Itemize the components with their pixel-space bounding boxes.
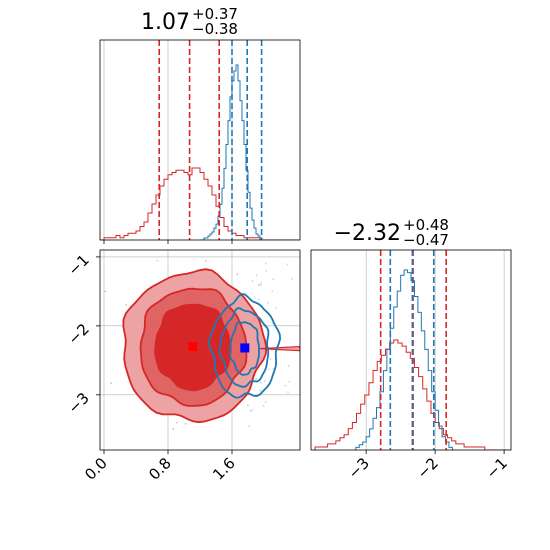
- blue-sample-point: [259, 389, 262, 392]
- blue-sample-point: [267, 368, 270, 371]
- red-sample-point: [258, 284, 260, 286]
- red-sample-point: [93, 380, 95, 382]
- red-sample-point: [156, 259, 159, 262]
- blue-sample-point: [267, 301, 270, 304]
- panel-bottom-left-contour: 0.0 0.8 1.6 −1 −2 −3: [64, 237, 340, 484]
- blue-histogram: [200, 64, 264, 240]
- blue-contour-0: [229, 321, 260, 376]
- red-sample-point: [110, 382, 112, 384]
- blue-sample-point: [253, 296, 256, 299]
- blue-sample-point: [272, 368, 275, 370]
- blue-contour-1: [218, 307, 270, 388]
- frame-top-left: [99, 39, 301, 241]
- frame-bottom-left: [99, 249, 301, 451]
- blue-sample-point: [251, 409, 254, 412]
- red-sample-point: [247, 404, 249, 407]
- contour-area: [93, 237, 340, 463]
- tick-label-x-0: 0.0: [81, 454, 111, 484]
- blue-sample-point: [269, 358, 272, 360]
- red-sample-point: [204, 259, 207, 262]
- blue-sample-point: [263, 380, 266, 382]
- blue-sample-point: [264, 262, 267, 265]
- blue-sample-point: [304, 297, 306, 299]
- blue-sample-point: [271, 290, 274, 293]
- red-contour-tail: [259, 345, 300, 352]
- blue-histogram: [352, 269, 456, 450]
- tick-label-x-1: 0.8: [145, 454, 175, 484]
- red-sample-point: [176, 421, 178, 424]
- title-top-left-value: 1.07: [141, 10, 190, 35]
- title-top-left-plus: +0.37: [192, 5, 238, 23]
- red-sample-point: [125, 303, 127, 306]
- blue-sample-point: [338, 333, 340, 335]
- blue-sample-point: [248, 425, 250, 427]
- tick-label-x-2: −1: [483, 454, 511, 482]
- blue-sample-point: [260, 282, 262, 284]
- tick-label-x-1: −2: [414, 454, 442, 482]
- blue-sample-point: [284, 384, 287, 387]
- red-sample-point: [172, 428, 175, 430]
- blue-sample-point: [262, 404, 265, 407]
- panel-top-left-histogram: 1.07 +0.37−0.38: [99, 5, 301, 244]
- title-top-left-minus: −0.38: [192, 20, 238, 38]
- blue-sample-point: [288, 380, 291, 383]
- red-center-marker: [188, 342, 198, 352]
- title-bottom-right-plus: +0.48: [403, 216, 449, 234]
- blue-sample-point: [260, 283, 262, 286]
- title-bottom-right-value: −2.32: [334, 221, 401, 246]
- blue-sample-point: [271, 322, 274, 325]
- blue-center-marker: [240, 343, 250, 353]
- blue-sample-point: [249, 410, 252, 412]
- blue-sample-point: [300, 405, 302, 407]
- panel-bottom-right-histogram: −3 −2 −1 −2.32 +0.48−0.47: [310, 216, 512, 482]
- tick-label-x-0: −3: [345, 454, 373, 482]
- tick-label-y-2: −3: [64, 389, 92, 417]
- blue-sample-point: [275, 306, 277, 309]
- blue-sample-point: [287, 365, 290, 367]
- blue-sample-point: [265, 270, 267, 272]
- blue-sample-point: [272, 278, 275, 280]
- title-bottom-right-minus: −0.47: [403, 231, 449, 249]
- blue-sample-point: [251, 280, 254, 282]
- tick-label-y-1: −2: [64, 320, 92, 348]
- blue-sample-point: [260, 382, 262, 384]
- red-sample-point: [184, 423, 187, 425]
- red-sample-point: [269, 461, 271, 463]
- blue-sample-point: [255, 378, 257, 380]
- red-sample-point: [104, 290, 107, 293]
- red-histogram: [100, 167, 300, 240]
- tick-label-x-2: 1.6: [209, 454, 239, 484]
- blue-sample-point: [255, 274, 258, 277]
- tick-label-y-0: −1: [64, 251, 92, 279]
- blue-sample-point: [291, 278, 293, 280]
- red-sample-point: [236, 273, 239, 276]
- red-histogram: [311, 339, 510, 450]
- blue-sample-point: [195, 237, 197, 239]
- blue-sample-point: [264, 401, 267, 404]
- blue-contour-2: [207, 293, 282, 399]
- blue-sample-point: [258, 298, 260, 301]
- blue-sample-point: [264, 325, 266, 328]
- frame-bottom-right: [310, 249, 512, 451]
- red-sample-point: [94, 328, 96, 330]
- blue-sample-point: [287, 391, 289, 393]
- blue-sample-point: [286, 263, 289, 266]
